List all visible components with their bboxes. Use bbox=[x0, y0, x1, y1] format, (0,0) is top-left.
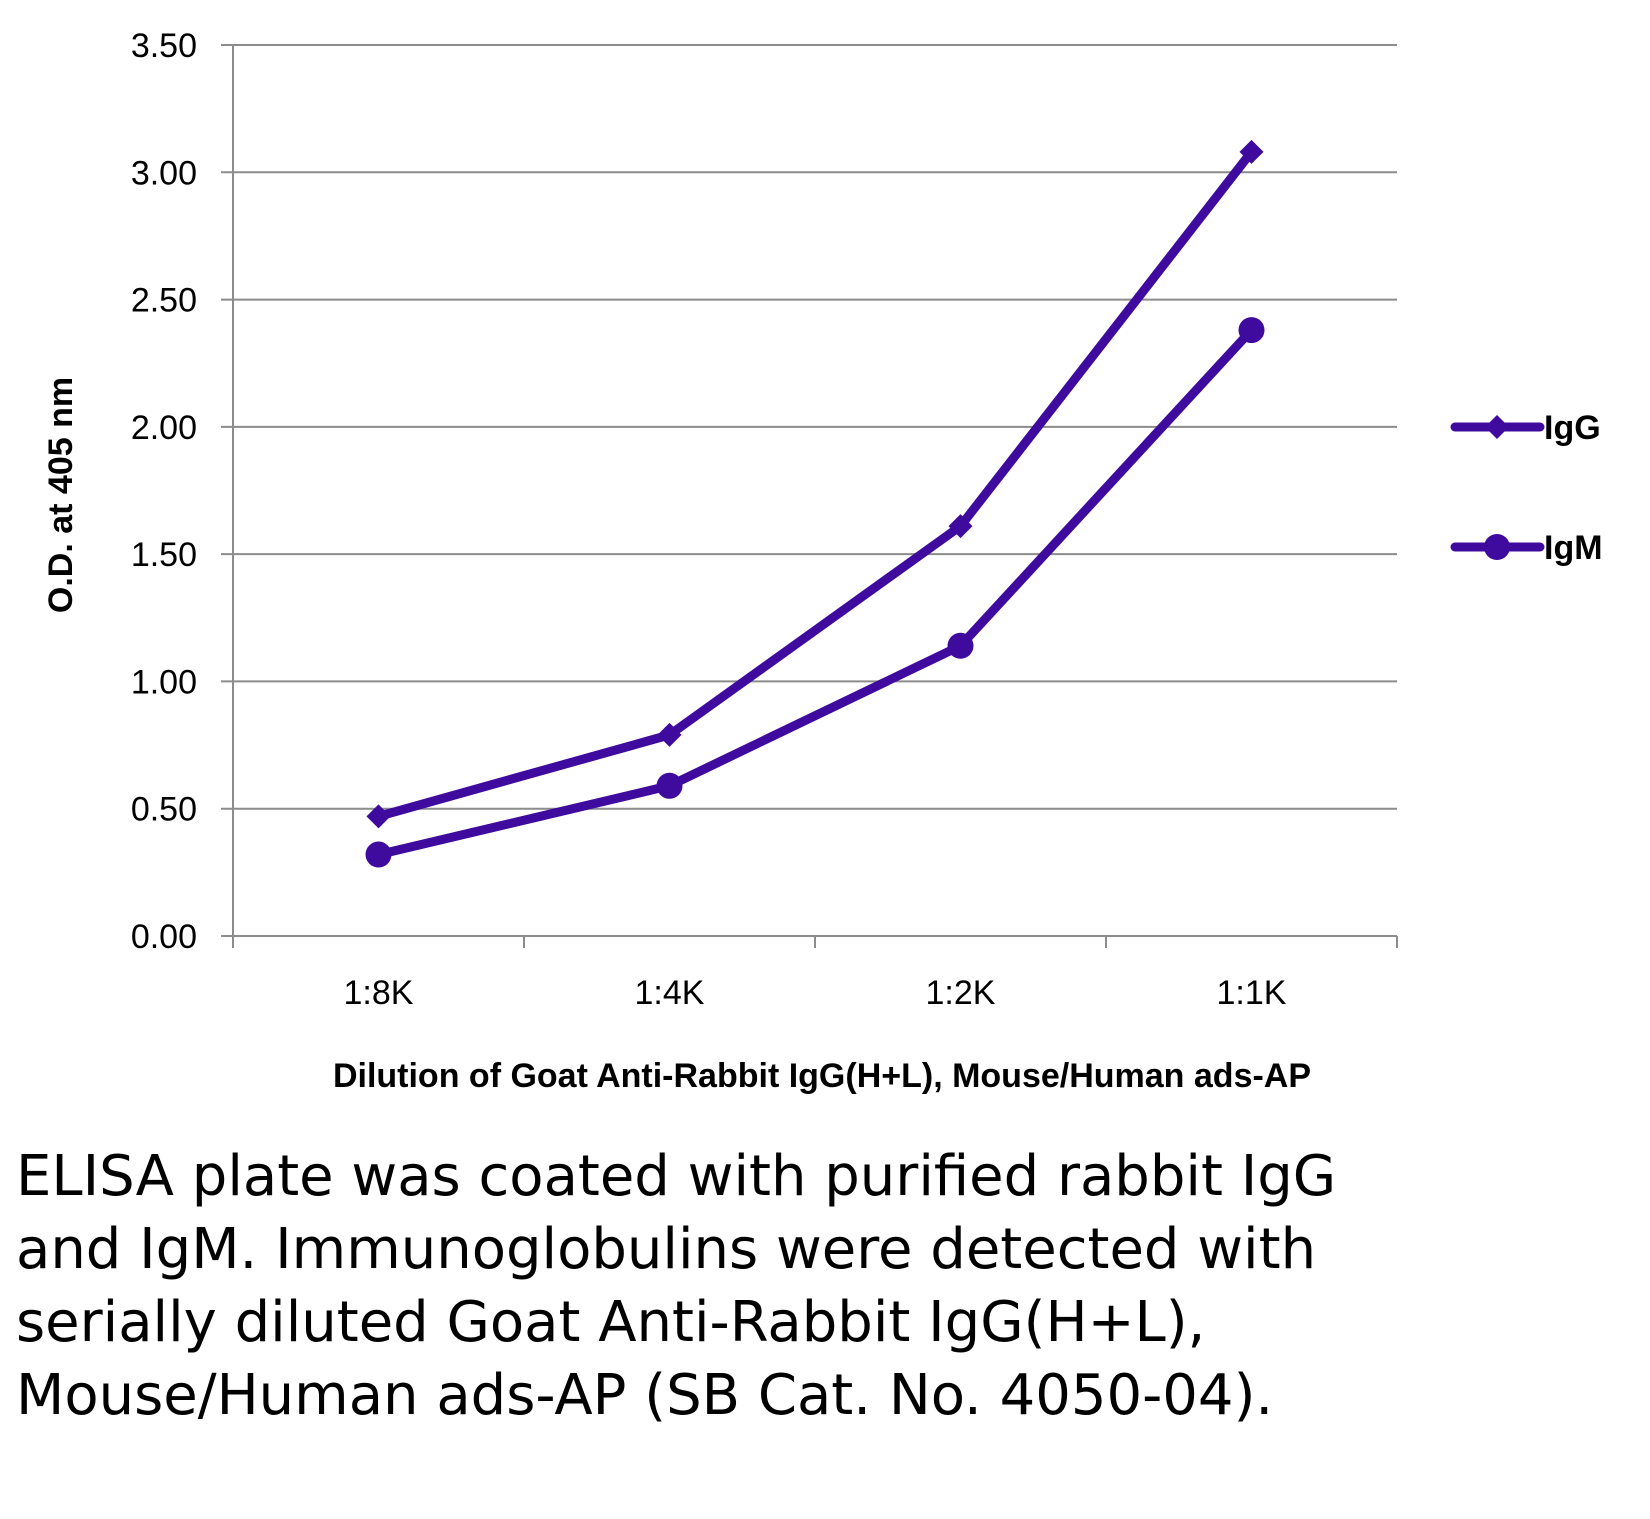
y-tick-label: 2.00 bbox=[131, 409, 197, 447]
series-igg bbox=[366, 139, 1264, 829]
data-point-igm bbox=[656, 772, 683, 799]
series-line-igm bbox=[374, 325, 1256, 860]
series-line-igg bbox=[374, 147, 1256, 821]
y-tick-label: 3.50 bbox=[131, 27, 197, 65]
y-tick-label: 1.00 bbox=[131, 663, 197, 701]
y-tick-label: 2.50 bbox=[131, 282, 197, 320]
data-point-igm bbox=[365, 841, 392, 868]
y-tick-label: 0.50 bbox=[131, 791, 197, 829]
elisa-line-chart: 0.00 0.50 1.00 1.50 2.00 2.50 3.00 3.50 1:8K 1:4… bbox=[42, 27, 1603, 1095]
figure-caption: ELISA plate was coated with purified rab… bbox=[16, 1144, 1337, 1428]
legend-item-igg: IgG bbox=[1450, 409, 1601, 447]
data-point-igg bbox=[657, 722, 682, 747]
y-tick-label: 0.00 bbox=[131, 918, 197, 956]
legend-marker-igm bbox=[1484, 534, 1510, 560]
x-tick-label: 1:4K bbox=[635, 974, 705, 1012]
legend-label-igg: IgG bbox=[1544, 409, 1601, 447]
x-tick-labels: 1:8K 1:4K 1:2K 1:1K bbox=[344, 974, 1287, 1012]
data-point-igg bbox=[366, 804, 391, 829]
x-axis-title: Dilution of Goat Anti-Rabbit IgG(H+L), M… bbox=[333, 1057, 1311, 1095]
legend-item-igm: IgM bbox=[1450, 529, 1603, 567]
data-point-igm bbox=[1238, 317, 1265, 344]
y-tick-label: 1.50 bbox=[131, 536, 197, 574]
series-igm bbox=[365, 317, 1265, 868]
y-tick-label: 3.00 bbox=[131, 154, 197, 192]
y-axis-title: O.D. at 405 nm bbox=[42, 377, 80, 613]
gridlines bbox=[221, 44, 1397, 810]
legend-marker-igg bbox=[1485, 415, 1509, 439]
y-tick-labels: 0.00 0.50 1.00 1.50 2.00 2.50 3.00 3.50 bbox=[131, 27, 197, 956]
axes bbox=[221, 45, 1398, 948]
series-layer bbox=[365, 139, 1265, 868]
data-point-igg bbox=[1239, 139, 1264, 164]
legend-label-igm: IgM bbox=[1544, 529, 1603, 567]
data-point-igg bbox=[948, 514, 973, 539]
data-point-igm bbox=[947, 632, 974, 659]
legend: IgG IgM bbox=[1450, 409, 1603, 567]
x-tick-label: 1:2K bbox=[926, 974, 996, 1012]
x-tick-label: 1:8K bbox=[344, 974, 414, 1012]
x-tick-label: 1:1K bbox=[1217, 974, 1287, 1012]
